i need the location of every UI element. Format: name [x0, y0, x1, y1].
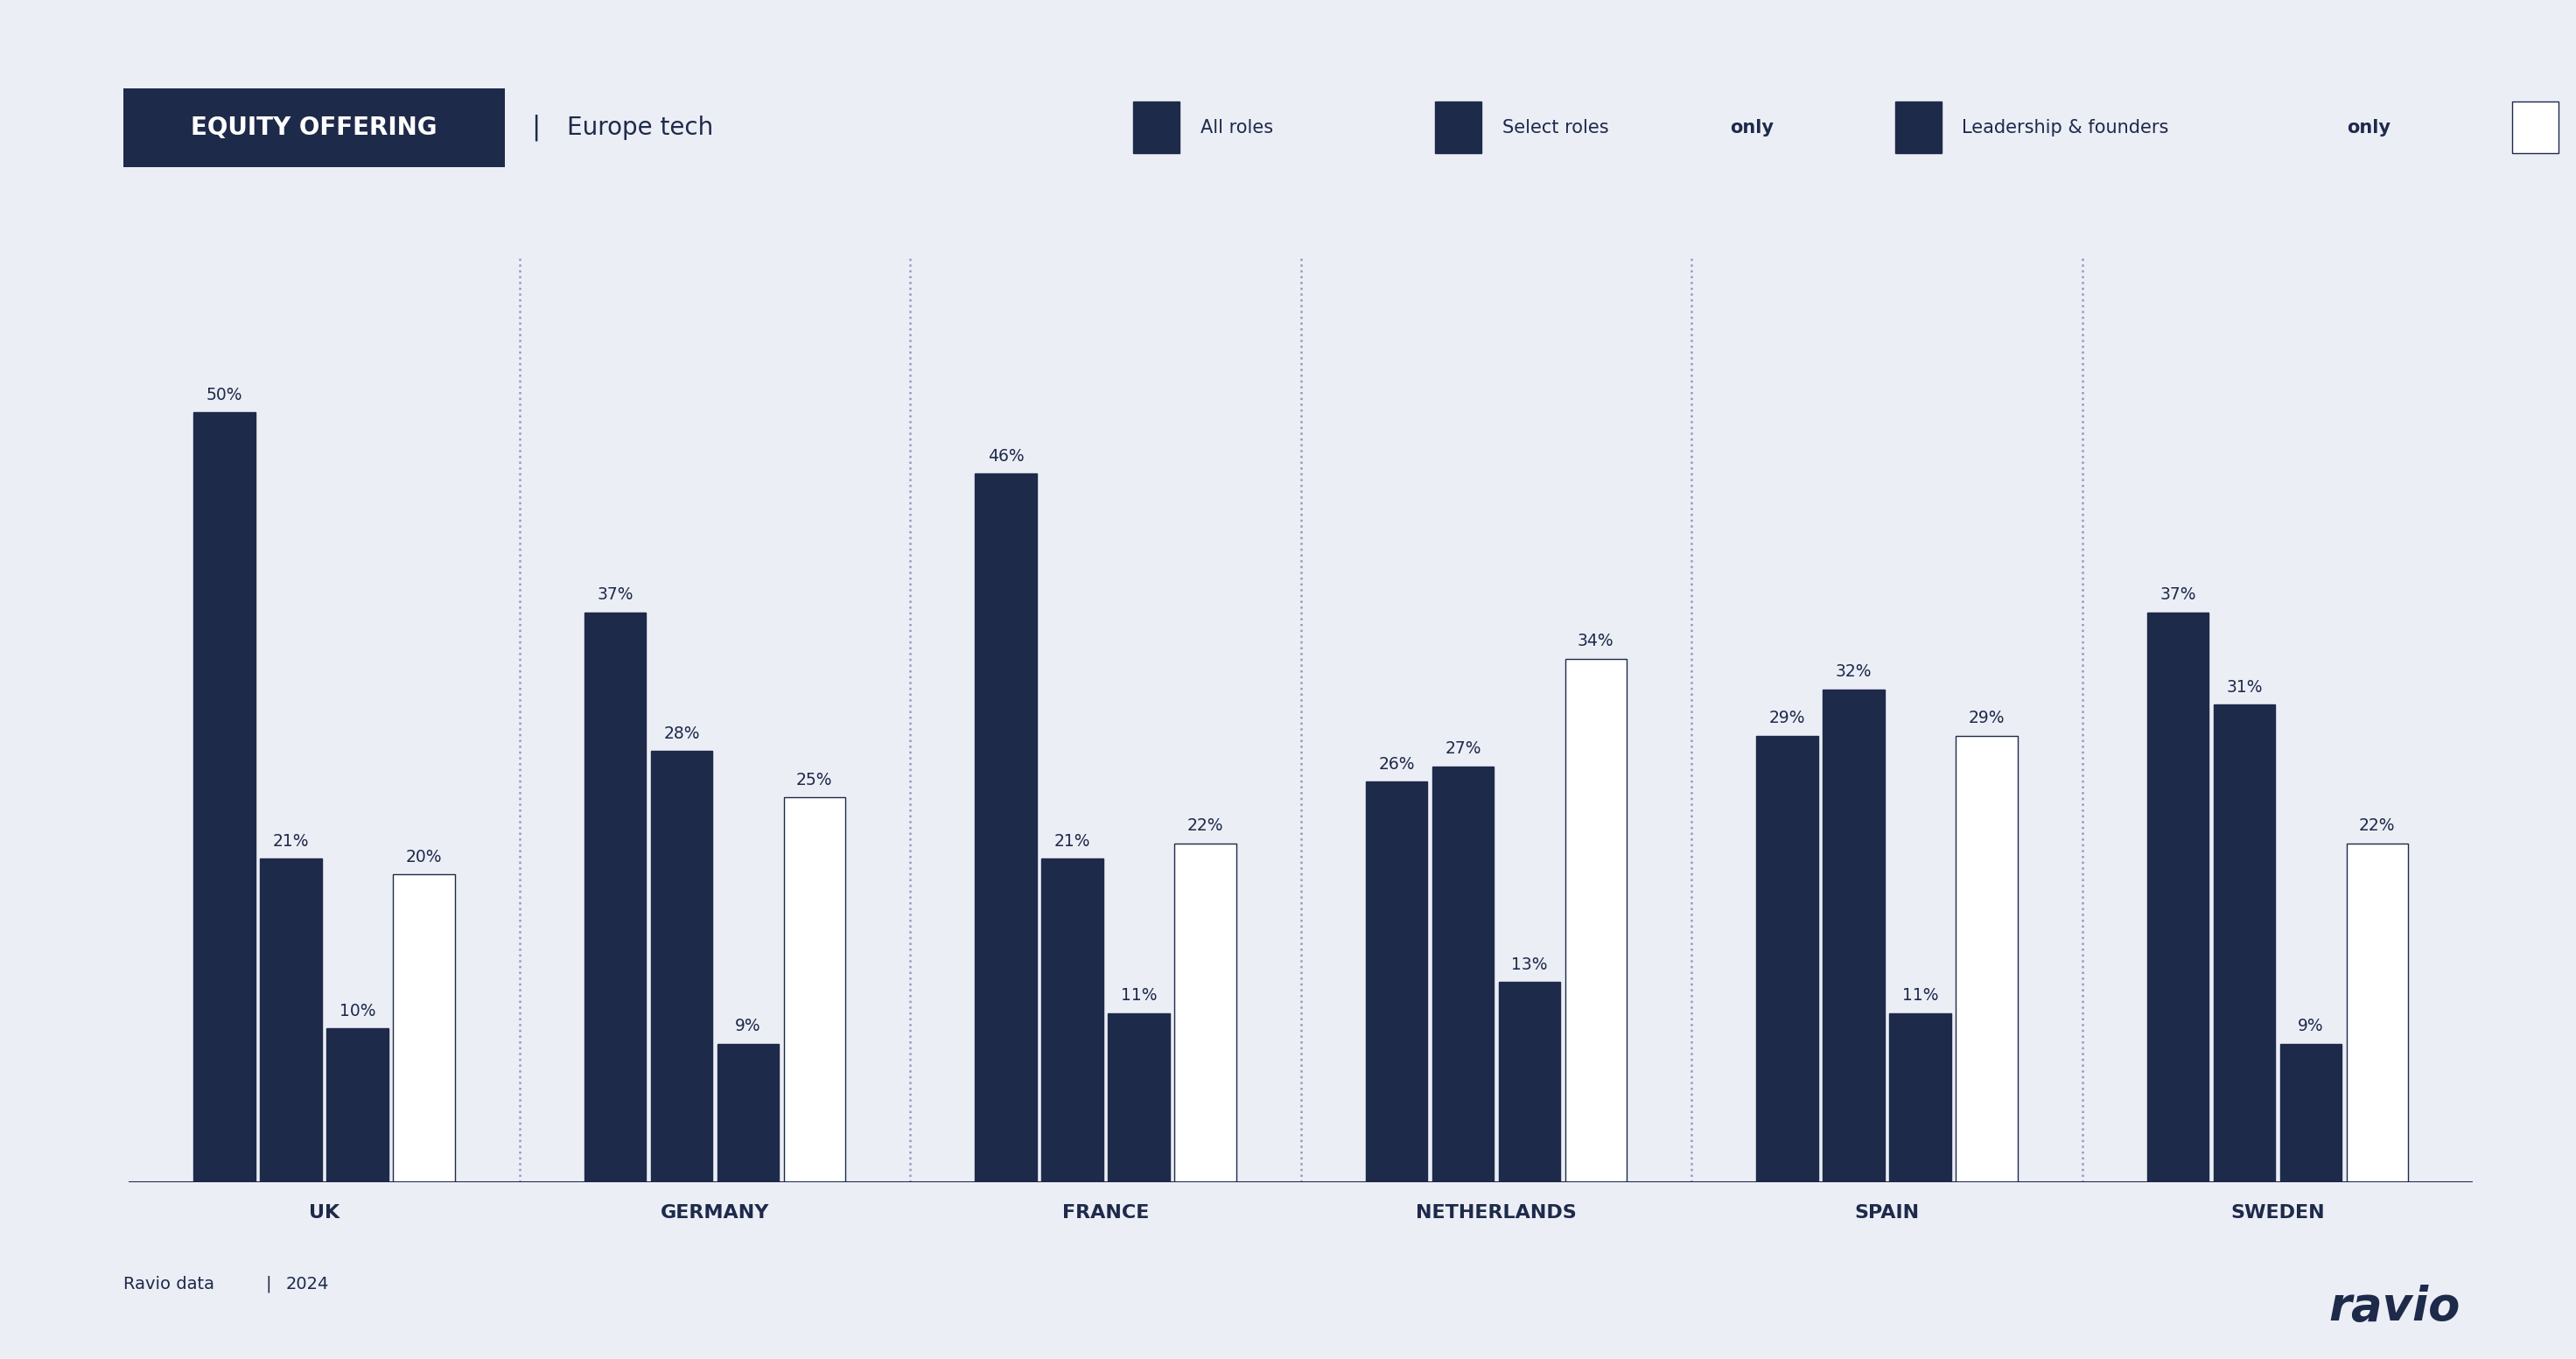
- Text: 37%: 37%: [2159, 587, 2197, 603]
- Text: only: only: [2347, 120, 2391, 136]
- Bar: [1757, 735, 1819, 1182]
- Text: 46%: 46%: [987, 448, 1025, 465]
- Text: 11%: 11%: [1121, 987, 1157, 1004]
- FancyBboxPatch shape: [2512, 102, 2558, 154]
- Bar: [2280, 1044, 2342, 1182]
- Bar: [1955, 735, 2017, 1182]
- Text: 31%: 31%: [2226, 680, 2262, 696]
- Text: 20%: 20%: [404, 848, 443, 866]
- Bar: [1432, 766, 1494, 1182]
- Text: 34%: 34%: [1577, 633, 1615, 650]
- Bar: [652, 752, 714, 1182]
- Bar: [976, 474, 1036, 1182]
- Text: 21%: 21%: [273, 833, 309, 849]
- Bar: [1566, 659, 1625, 1182]
- Bar: [1365, 781, 1427, 1182]
- Text: 25%: 25%: [796, 772, 832, 788]
- Text: only: only: [1731, 120, 1775, 136]
- FancyBboxPatch shape: [1435, 102, 1481, 154]
- Bar: [1499, 983, 1561, 1182]
- Text: 37%: 37%: [598, 587, 634, 603]
- Text: Leadership & founders: Leadership & founders: [1963, 120, 2174, 136]
- Text: EQUITY OFFERING: EQUITY OFFERING: [191, 116, 438, 140]
- Bar: [394, 874, 453, 1182]
- FancyBboxPatch shape: [124, 88, 505, 167]
- Bar: [585, 613, 647, 1182]
- Text: 27%: 27%: [1445, 741, 1481, 757]
- Bar: [2347, 844, 2409, 1182]
- Bar: [193, 412, 255, 1182]
- Bar: [327, 1029, 389, 1182]
- Text: Select roles: Select roles: [1502, 120, 1615, 136]
- Bar: [2213, 705, 2275, 1182]
- FancyBboxPatch shape: [1133, 102, 1180, 154]
- Text: 9%: 9%: [734, 1018, 760, 1034]
- Bar: [1108, 1012, 1170, 1182]
- Text: |: |: [531, 114, 541, 141]
- FancyBboxPatch shape: [1896, 102, 1942, 154]
- Bar: [1041, 859, 1103, 1182]
- Text: 28%: 28%: [665, 726, 701, 742]
- Text: |: |: [265, 1276, 270, 1292]
- Text: 29%: 29%: [1968, 709, 2004, 727]
- Text: 21%: 21%: [1054, 833, 1090, 849]
- Text: Europe tech: Europe tech: [567, 116, 714, 140]
- Text: 32%: 32%: [1837, 663, 1873, 681]
- Text: 50%: 50%: [206, 386, 242, 404]
- Text: 22%: 22%: [1188, 818, 1224, 834]
- Bar: [783, 798, 845, 1182]
- Text: 22%: 22%: [2360, 818, 2396, 834]
- Bar: [716, 1044, 778, 1182]
- Text: ravio: ravio: [2329, 1284, 2460, 1330]
- Text: 9%: 9%: [2298, 1018, 2324, 1034]
- Bar: [1824, 689, 1886, 1182]
- Text: 29%: 29%: [1770, 709, 1806, 727]
- Text: All roles: All roles: [1200, 120, 1273, 136]
- Bar: [260, 859, 322, 1182]
- Bar: [1888, 1012, 1950, 1182]
- Bar: [1175, 844, 1236, 1182]
- Text: 13%: 13%: [1512, 957, 1548, 973]
- Bar: [2148, 613, 2208, 1182]
- Text: Ravio data: Ravio data: [124, 1276, 214, 1292]
- Text: 10%: 10%: [340, 1003, 376, 1019]
- Text: 11%: 11%: [1901, 987, 1937, 1004]
- Text: 26%: 26%: [1378, 756, 1414, 773]
- Text: 2024: 2024: [286, 1276, 330, 1292]
